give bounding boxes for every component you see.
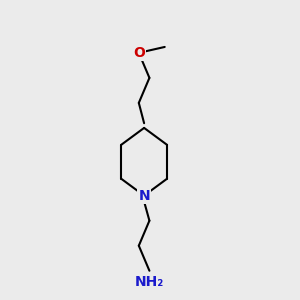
- Text: N: N: [138, 189, 150, 202]
- Text: O: O: [133, 46, 145, 60]
- Text: NH₂: NH₂: [135, 275, 164, 289]
